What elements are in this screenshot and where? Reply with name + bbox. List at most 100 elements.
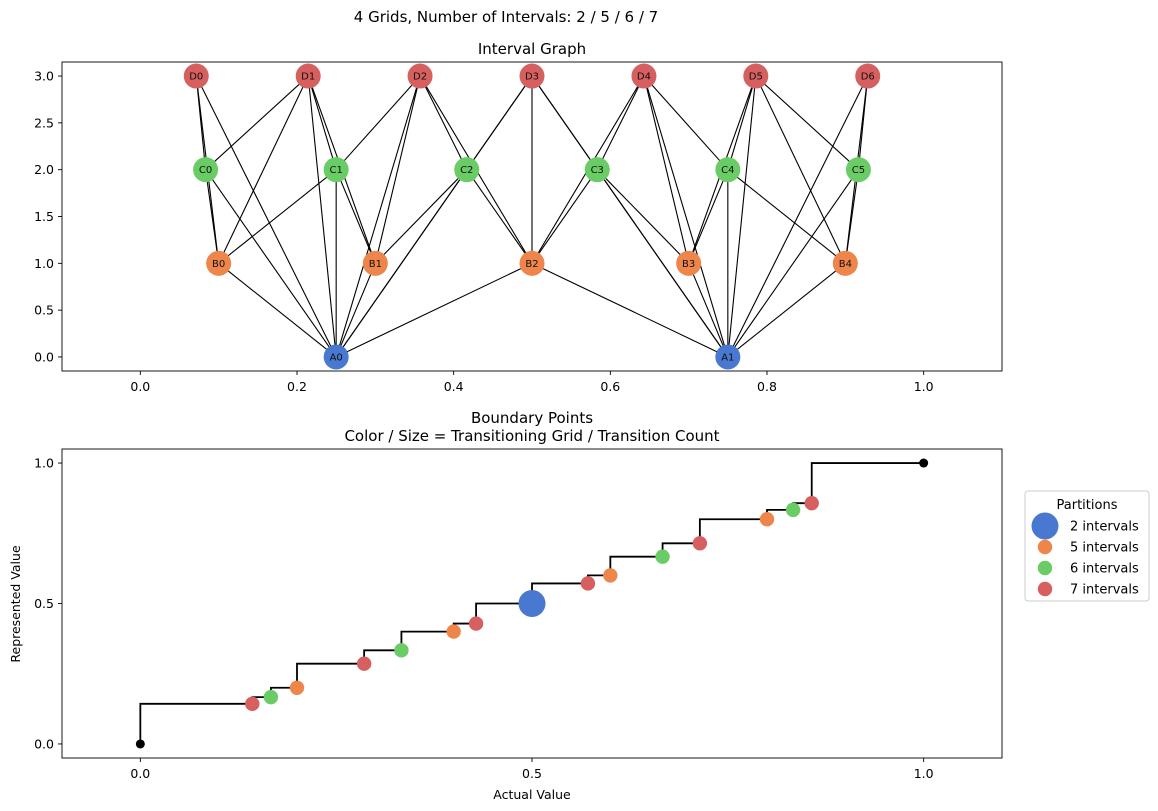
boundary-point-B bbox=[603, 568, 618, 583]
edge-C4-D5 bbox=[727, 75, 757, 170]
y-tick-label: 1.0 bbox=[34, 456, 54, 471]
edge-C0-D0 bbox=[195, 75, 207, 170]
node-label-C4: C4 bbox=[721, 165, 734, 176]
node-C1 bbox=[323, 157, 349, 183]
edge-C5-D6 bbox=[857, 75, 869, 170]
boundary-point-C bbox=[655, 549, 670, 564]
boundary-point-B bbox=[759, 512, 775, 527]
edge-C3-D4 bbox=[596, 75, 645, 170]
boundary-markers bbox=[245, 495, 819, 712]
node-C5 bbox=[845, 157, 871, 183]
y-tick-label: 0.5 bbox=[34, 303, 54, 318]
step-endpoints bbox=[135, 458, 929, 749]
node-label-C2: C2 bbox=[460, 165, 473, 176]
node-label-B2: B2 bbox=[525, 259, 538, 270]
y-axis-label: Represented Value bbox=[8, 545, 23, 663]
node-C2 bbox=[454, 157, 480, 183]
legend: Partitions 2 intervals 5 intervals 6 inter… bbox=[1024, 490, 1150, 602]
edge-A0-C0 bbox=[205, 169, 337, 358]
interval-graph-x-axis: 0.0 0.2 0.4 0.6 0.8 1.0 bbox=[130, 371, 934, 394]
figure-suptitle: 4 Grids, Number of Intervals: 2 / 5 / 6 … bbox=[354, 8, 658, 26]
node-D5 bbox=[743, 63, 769, 89]
legend-label: 5 intervals bbox=[1070, 541, 1139, 556]
legend-marker-B bbox=[1037, 539, 1053, 555]
node-label-A1: A1 bbox=[721, 352, 734, 363]
node-label-D5: D5 bbox=[749, 72, 763, 83]
interval-graph-y-axis: 0.0 0.5 1.0 1.5 2.0 2.5 3.0 bbox=[34, 69, 62, 364]
boundary-point-D bbox=[245, 696, 260, 712]
edge-C2-D3 bbox=[466, 75, 533, 170]
boundary-point-C bbox=[394, 643, 409, 658]
edge-A1-D6 bbox=[727, 75, 869, 358]
y-tick-label: 1.0 bbox=[34, 256, 54, 271]
boundary-point-D bbox=[692, 536, 708, 551]
node-label-B0: B0 bbox=[212, 259, 225, 270]
edge-A1-D4 bbox=[643, 75, 729, 358]
node-label-D2: D2 bbox=[413, 72, 427, 83]
boundary-point-D bbox=[804, 495, 819, 511]
edge-B1-D2 bbox=[374, 75, 421, 264]
edge-B1-C2 bbox=[374, 169, 468, 264]
node-D6 bbox=[855, 63, 881, 89]
boundary-points-title: Boundary Points bbox=[471, 409, 593, 427]
boundary-points-x-axis: 0.0 0.5 1.0 bbox=[130, 758, 934, 781]
edge-C3-D3 bbox=[531, 75, 598, 170]
node-C4 bbox=[715, 157, 741, 183]
x-tick-label: 0.5 bbox=[522, 766, 542, 781]
node-C3 bbox=[584, 157, 610, 183]
node-B4 bbox=[832, 250, 858, 276]
boundary-points-subtitle: Color / Size = Transitioning Grid / Tran… bbox=[344, 427, 719, 445]
node-C0 bbox=[193, 157, 219, 183]
edge-A0-B0 bbox=[218, 262, 337, 358]
x-tick-label: 0.0 bbox=[130, 379, 150, 394]
legend-label: 7 intervals bbox=[1070, 583, 1139, 598]
node-D1 bbox=[295, 63, 321, 89]
edge-A0-B2 bbox=[335, 262, 533, 358]
edge-C5-D5 bbox=[755, 75, 859, 171]
edge-B3-D4 bbox=[643, 75, 690, 264]
x-tick-label: 1.0 bbox=[914, 766, 934, 781]
node-label-D6: D6 bbox=[861, 72, 875, 83]
node-label-B1: B1 bbox=[369, 259, 382, 270]
edge-C4-D4 bbox=[643, 75, 729, 171]
legend-label: 2 intervals bbox=[1070, 520, 1139, 535]
edge-C0-D1 bbox=[205, 75, 309, 171]
x-tick-label: 0.2 bbox=[287, 379, 307, 394]
node-B0 bbox=[206, 250, 232, 276]
y-tick-label: 0.0 bbox=[34, 736, 54, 751]
node-D4 bbox=[631, 63, 657, 89]
edge-B2-C3 bbox=[531, 169, 598, 264]
node-B3 bbox=[676, 250, 702, 276]
graph-nodes: A0 A1 B0 B1 B2 B3 B4 C0 C1 C2 C3 C4 C5 D0 D1 D2 D3 D4 D5 D6 bbox=[183, 63, 881, 370]
edge-B4-D5 bbox=[755, 75, 846, 264]
legend-entries: 2 intervals 5 intervals 6 intervals 7 inter… bbox=[1031, 512, 1139, 598]
node-label-D3: D3 bbox=[525, 72, 539, 83]
x-tick-label: 0.0 bbox=[130, 766, 150, 781]
legend-marker-A bbox=[1031, 512, 1059, 540]
edge-B4-C4 bbox=[727, 169, 846, 264]
node-label-C0: C0 bbox=[199, 165, 212, 176]
node-label-D4: D4 bbox=[637, 72, 651, 83]
node-label-B4: B4 bbox=[839, 259, 852, 270]
endpoint-marker bbox=[135, 739, 145, 749]
x-axis-label: Actual Value bbox=[493, 787, 571, 802]
x-tick-label: 0.6 bbox=[600, 379, 620, 394]
node-A0 bbox=[323, 344, 349, 370]
y-tick-label: 0.0 bbox=[34, 349, 54, 364]
y-tick-label: 3.0 bbox=[34, 69, 54, 84]
boundary-points-y-axis: 0.0 0.5 1.0 bbox=[34, 456, 62, 751]
node-label-C1: C1 bbox=[329, 165, 342, 176]
edge-A1-D5 bbox=[727, 75, 757, 358]
edge-C1-D1 bbox=[307, 75, 337, 170]
edge-B0-C1 bbox=[218, 169, 337, 264]
boundary-point-D bbox=[356, 656, 372, 671]
endpoint-marker bbox=[919, 458, 929, 468]
node-label-B3: B3 bbox=[682, 259, 695, 270]
node-D0 bbox=[183, 63, 209, 89]
edge-C2-D2 bbox=[419, 75, 468, 170]
boundary-point-D bbox=[468, 616, 484, 631]
edge-A0-D2 bbox=[335, 75, 421, 358]
node-label-A0: A0 bbox=[330, 352, 343, 363]
interval-graph-panel: Interval Graph A0 A1 B0 B1 B2 B3 B4 C0 C1 C2 C3 C4 C… bbox=[34, 40, 1003, 394]
edge-A1-B4 bbox=[727, 262, 846, 358]
